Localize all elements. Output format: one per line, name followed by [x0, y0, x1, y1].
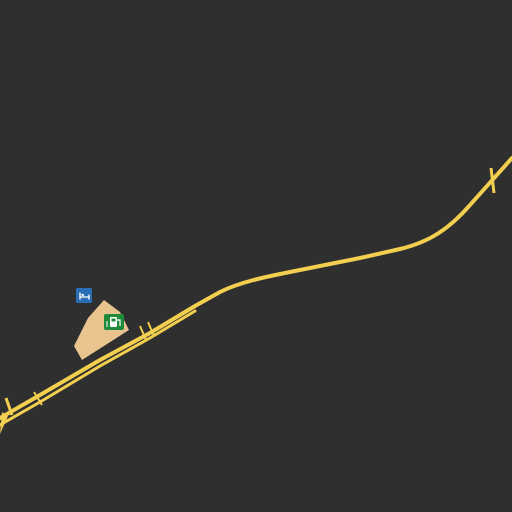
bed-icon: [79, 292, 90, 300]
road-end-marker: [0, 412, 8, 434]
lodging-poi[interactable]: [76, 288, 92, 303]
highway-carriageway-b: [0, 309, 197, 427]
road-tick: [33, 391, 43, 406]
road-tick: [147, 321, 155, 337]
fuel-poi[interactable]: [104, 314, 124, 330]
road-tick: [489, 167, 496, 194]
highway-carriageway-a: [0, 156, 512, 420]
fuel-pump-icon: [106, 317, 121, 327]
road-tick: [4, 397, 14, 416]
road-tick: [139, 325, 147, 341]
highway[interactable]: [0, 156, 512, 434]
